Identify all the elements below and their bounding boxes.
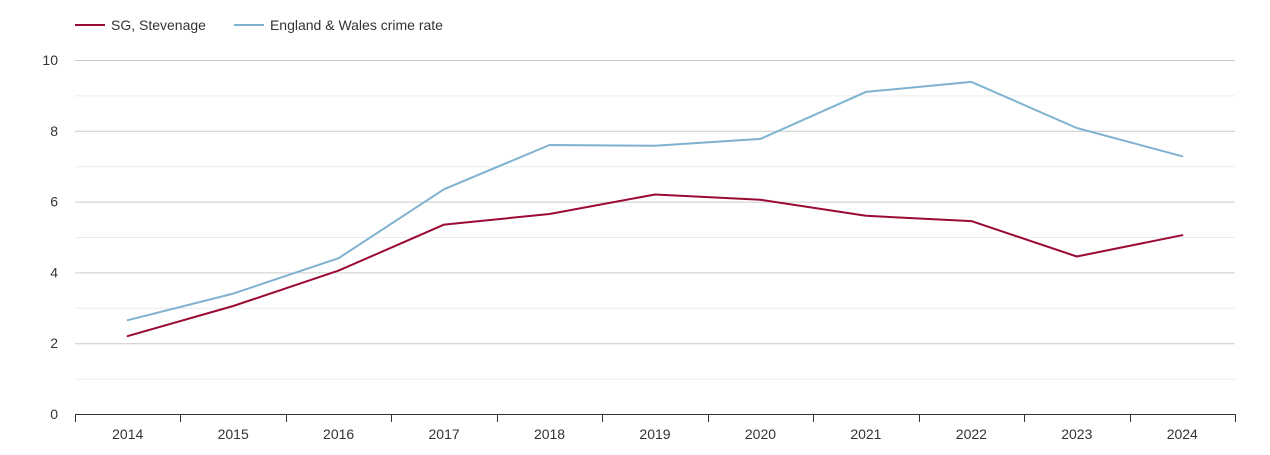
- x-tick-label: 2024: [1167, 426, 1198, 442]
- y-tick-label: 8: [50, 123, 58, 139]
- y-tick-label: 6: [50, 194, 58, 210]
- x-tick-label: 2023: [1061, 426, 1092, 442]
- x-tick-label: 2015: [218, 426, 249, 442]
- y-tick-label: 0: [50, 406, 58, 422]
- x-tick-label: 2018: [534, 426, 565, 442]
- x-tick-label: 2014: [112, 426, 143, 442]
- legend-label: England & Wales crime rate: [270, 17, 443, 33]
- y-tick-label: 4: [50, 264, 58, 280]
- series-lines: [126, 80, 1184, 338]
- legend-label: SG, Stevenage: [111, 17, 206, 33]
- x-tick-label: 2019: [639, 426, 670, 442]
- y-tick-label: 10: [42, 52, 58, 68]
- series-line: [126, 193, 1184, 338]
- axes: 0 2 4 6 8 10 2014 2015 2016 2017 2018 2019 2020 2021 2…: [42, 52, 1236, 442]
- x-tick-label: 2016: [323, 426, 354, 442]
- x-tick-label: 2017: [429, 426, 460, 442]
- legend: SG, Stevenage England & Wales crime rate: [75, 17, 443, 33]
- x-tick-label: 2022: [956, 426, 987, 442]
- x-tick-label: 2020: [745, 426, 776, 442]
- y-tick-label: 2: [50, 335, 58, 351]
- x-tick-label: 2021: [850, 426, 881, 442]
- grid-lines: [75, 60, 1235, 380]
- series-line: [126, 80, 1184, 322]
